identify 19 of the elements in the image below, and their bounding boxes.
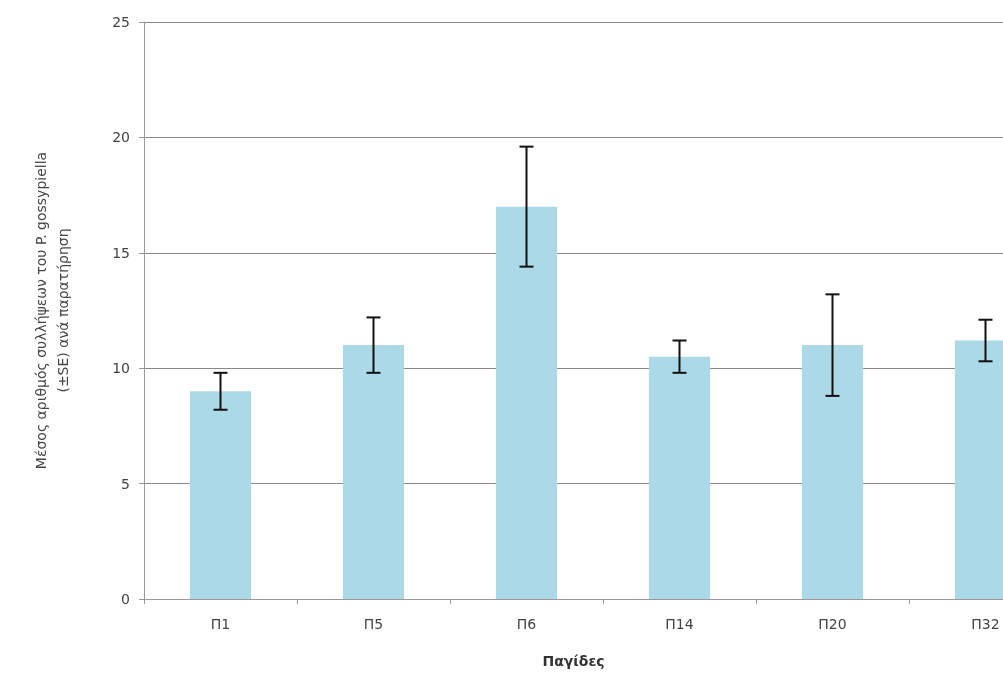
x-tick-label: Π14 [665, 616, 694, 632]
x-tick-label: Π5 [363, 616, 384, 632]
bar [342, 345, 405, 599]
bar [189, 391, 252, 599]
y-axis-title: Μέσος αριθμός συλλήψεων του P. gossypiella (±SE) ανά παρατήρηση [33, 151, 71, 470]
x-tick-label: Π1 [210, 616, 231, 632]
y-tick-label: 10 [112, 360, 130, 377]
y-tick-label: 25 [112, 14, 130, 30]
y-tick-label: 20 [112, 129, 130, 146]
x-axis-title: Παγίδες [542, 653, 605, 669]
y-tick-label: 5 [121, 475, 130, 492]
bar [648, 356, 711, 599]
x-tick-label: Π32 [971, 616, 1000, 632]
bar [801, 345, 864, 599]
x-tick-label: Π20 [818, 616, 847, 632]
bar [495, 206, 558, 599]
y-tick-label: 15 [112, 244, 130, 261]
x-tick-label: Π6 [516, 616, 537, 632]
y-tick-label: 0 [121, 591, 130, 607]
